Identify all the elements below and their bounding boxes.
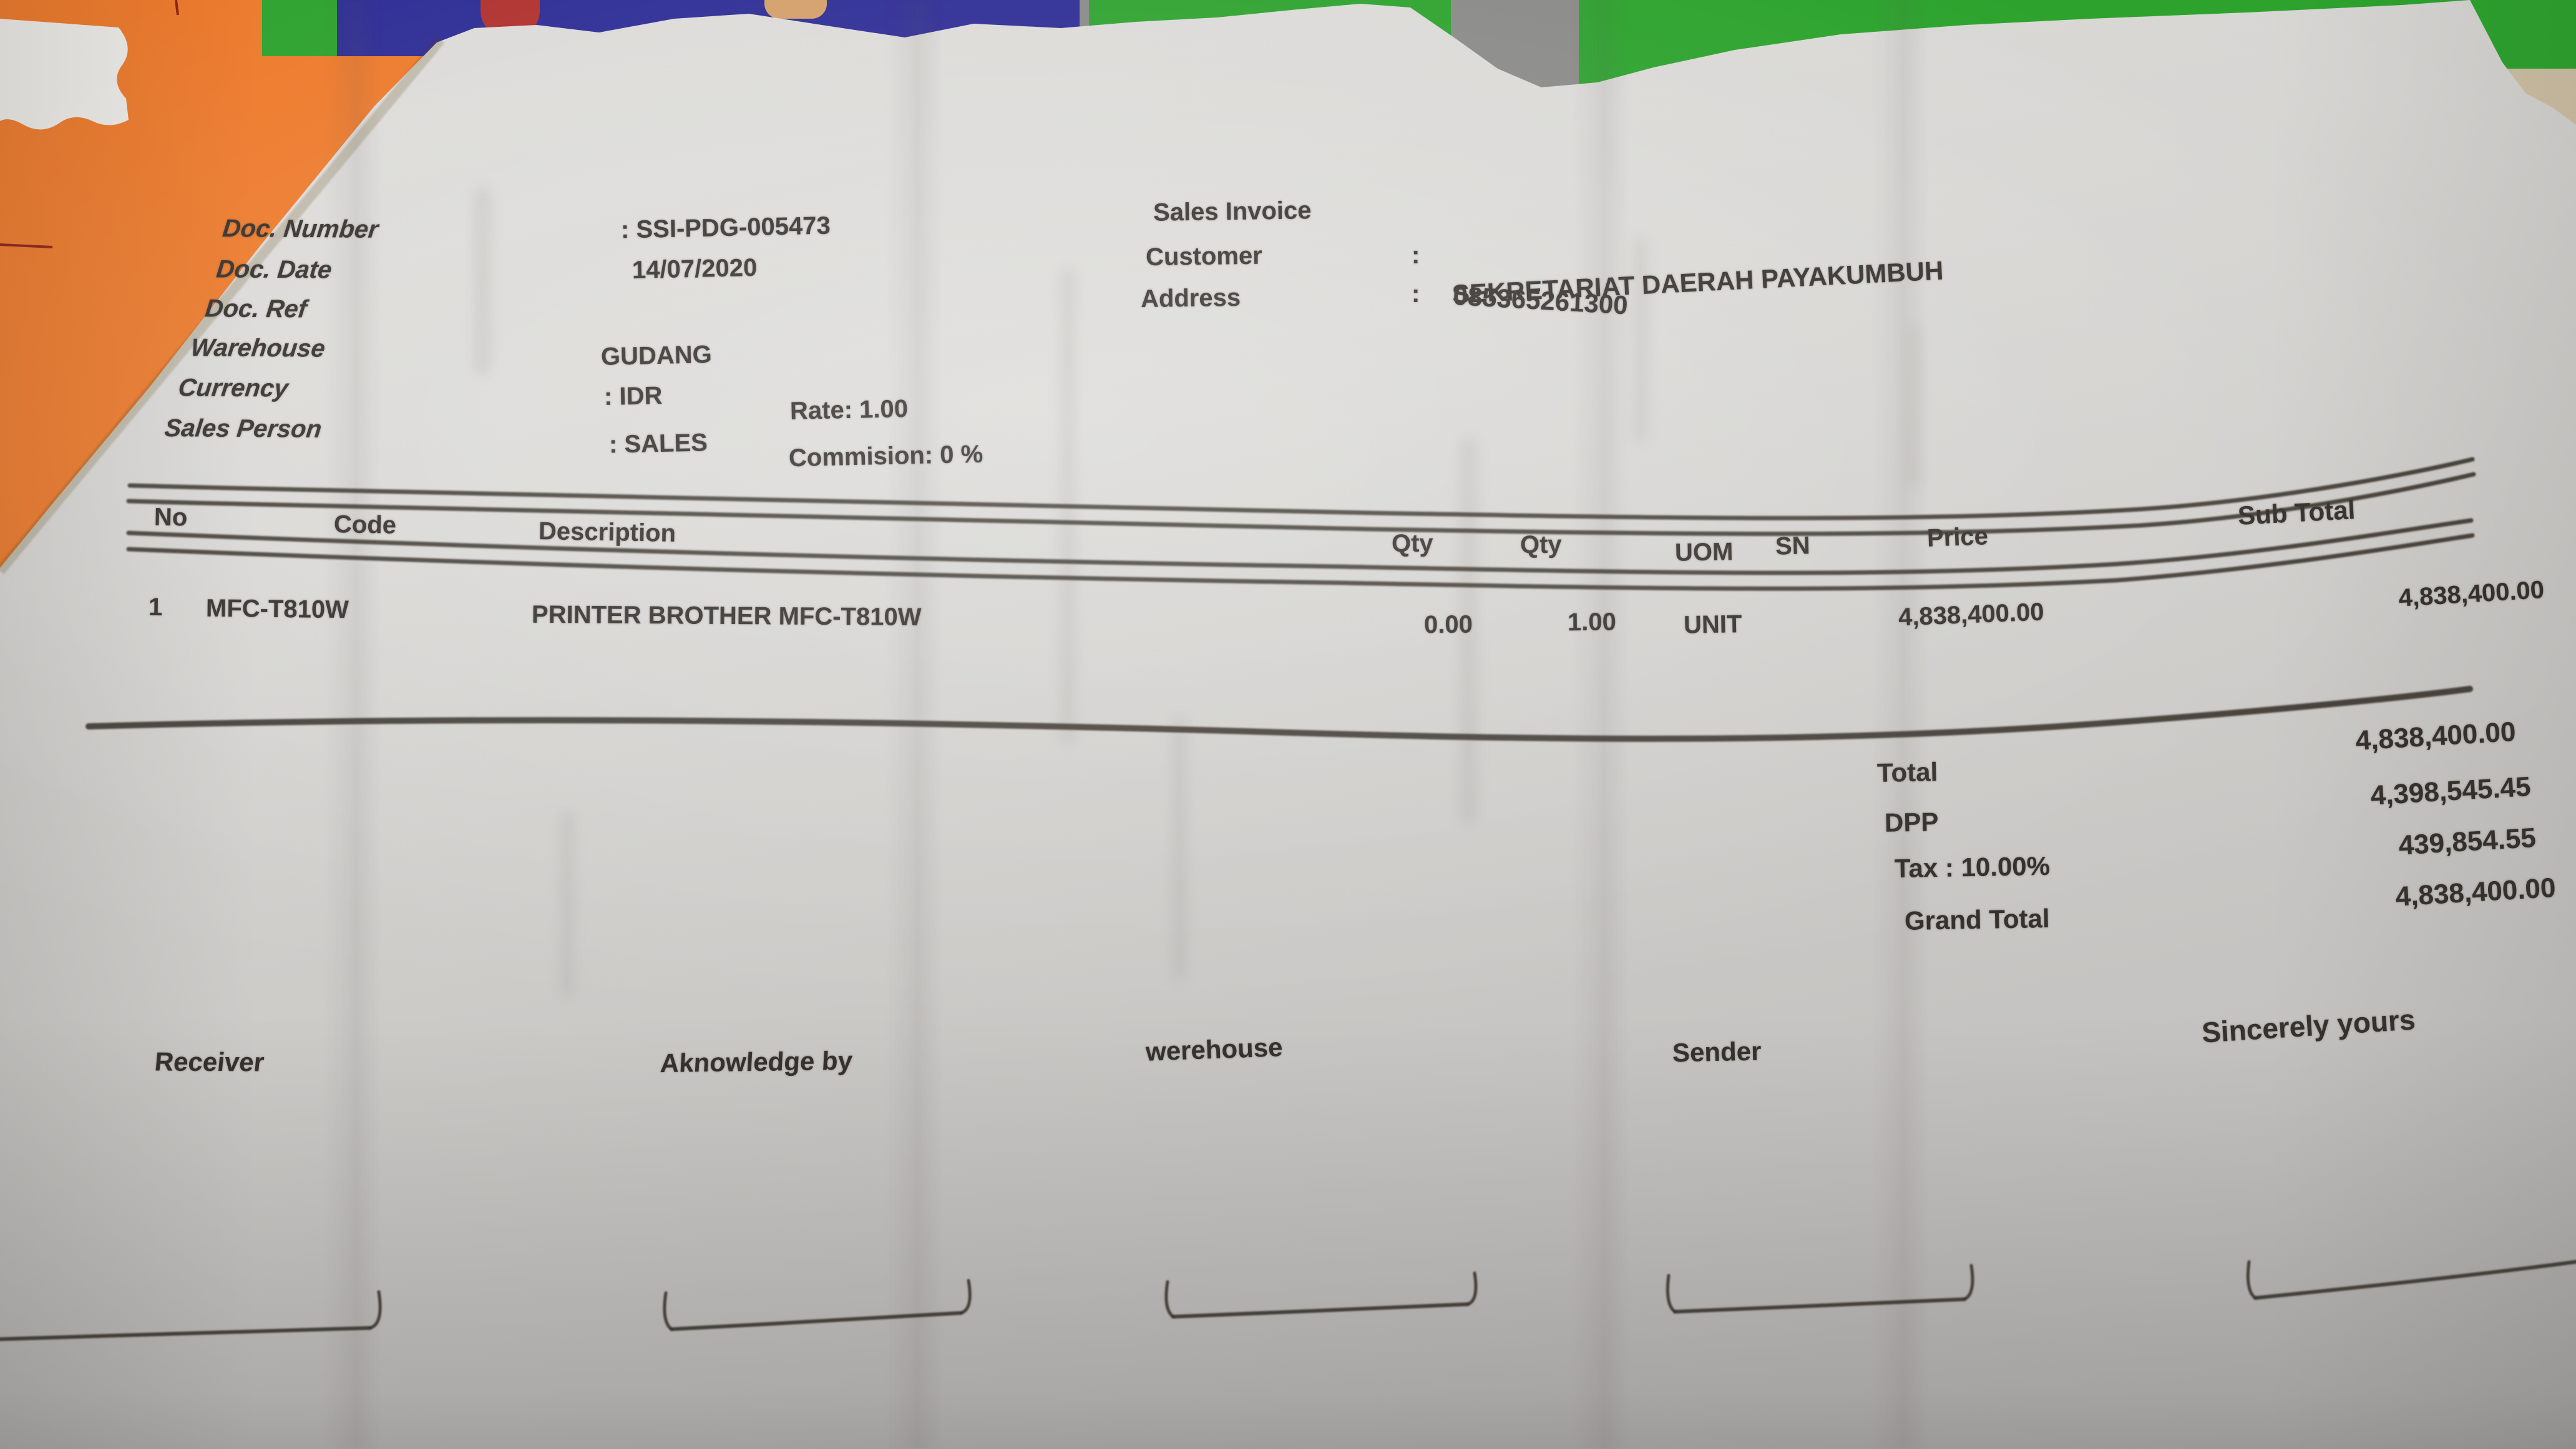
header-code: Code — [333, 510, 397, 539]
ink-showthrough — [1910, 324, 1920, 487]
signature-label-receiver: Receiver — [153, 1046, 266, 1077]
signature-line-sender — [1673, 1297, 1966, 1314]
address-label: Address — [1140, 283, 1241, 313]
doc-number-value: : SSI-PDG-005473 — [620, 212, 831, 244]
ink-showthrough — [1173, 718, 1186, 980]
signature-paren — [1164, 1280, 1175, 1319]
header-sn: SN — [1775, 532, 1811, 560]
currency-value: : IDR — [603, 382, 663, 411]
ink-showthrough — [562, 811, 573, 998]
grand-total-label: Grand Total — [1904, 903, 2050, 936]
sales-person-value: : SALES — [608, 429, 708, 459]
paper-crease — [1573, 0, 1629, 1449]
doc-ref-label: Doc. Ref — [203, 295, 308, 323]
signature-paren — [1963, 1264, 1974, 1301]
header-sub-total: Sub Total — [2237, 495, 2356, 530]
row-code: MFC-T810W — [205, 594, 349, 624]
header-no: No — [154, 503, 188, 532]
row-qty-1: 0.00 — [1423, 610, 1473, 639]
ink-showthrough — [474, 187, 490, 374]
ink-showthrough — [1460, 437, 1476, 824]
row-price: 4,838,400.00 — [1898, 598, 2045, 632]
row-uom: UNIT — [1683, 610, 1742, 639]
row-qty-2: 1.00 — [1567, 608, 1617, 637]
signature-label-warehouse: werehouse — [1145, 1032, 1284, 1066]
ink-showthrough — [1635, 237, 1646, 443]
table-bottom-rule — [85, 686, 2473, 742]
header-description: Description — [538, 517, 676, 547]
customer-label: Customer — [1145, 242, 1263, 271]
doc-date-value: 14/07/2020 — [632, 253, 758, 285]
commission-value: Commision: 0 % — [788, 440, 983, 472]
signature-line-acknowledge — [670, 1311, 963, 1331]
table-top-rule-2 — [126, 472, 2476, 536]
warehouse-label: Warehouse — [189, 334, 327, 363]
red-line-fragment-horizontal — [0, 243, 53, 248]
signature-label-acknowledge: Aknowledge by — [659, 1045, 854, 1078]
background-decor — [0, 0, 179, 248]
signature-paren — [368, 1290, 382, 1330]
row-no: 1 — [148, 593, 163, 622]
rate-value: Rate: 1.00 — [789, 395, 909, 425]
background-tan-notch — [764, 0, 827, 19]
signature-label-sender: Sender — [1672, 1036, 1762, 1068]
table-header-rule-2 — [126, 533, 2475, 591]
dpp-label: DPP — [1884, 807, 1939, 837]
table-top-rule-1 — [127, 457, 2475, 520]
customer-separator: : — [1412, 242, 1420, 269]
total-label: Total — [1876, 757, 1938, 788]
paper-edge-shadow — [0, 36, 445, 575]
signature-paren — [2246, 1260, 2257, 1300]
signature-line-warehouse — [1171, 1302, 1470, 1319]
signature-paren — [1466, 1271, 1478, 1306]
signature-line-receiver — [0, 1326, 372, 1341]
red-line-fragment-vertical — [175, 0, 179, 16]
signature-line-sincerely — [2253, 1260, 2576, 1300]
sales-person-label: Sales Person — [163, 414, 323, 443]
tax-label: Tax : 10.00% — [1894, 851, 2051, 884]
header-qty-1: Qty — [1391, 529, 1433, 558]
signature-paren — [663, 1291, 673, 1331]
header-qty-2: Qty — [1520, 530, 1562, 559]
table-header-rule-1 — [126, 518, 2474, 575]
stamp-shape — [0, 19, 129, 130]
invoice-title: Sales Invoice — [1153, 197, 1312, 227]
paper-crease — [1872, 0, 1928, 1449]
address-separator: : — [1412, 280, 1420, 308]
header-price: Price — [1926, 522, 1989, 552]
doc-number-label: Doc. Number — [221, 215, 380, 243]
currency-label: Currency — [177, 374, 290, 402]
signature-paren — [1666, 1274, 1677, 1314]
row-description: PRINTER BROTHER MFC-T810W — [531, 600, 922, 632]
warehouse-value: GUDANG — [600, 341, 713, 371]
header-uom: UOM — [1674, 538, 1734, 567]
signature-paren — [959, 1279, 972, 1315]
doc-date-label: Doc. Date — [215, 255, 333, 284]
